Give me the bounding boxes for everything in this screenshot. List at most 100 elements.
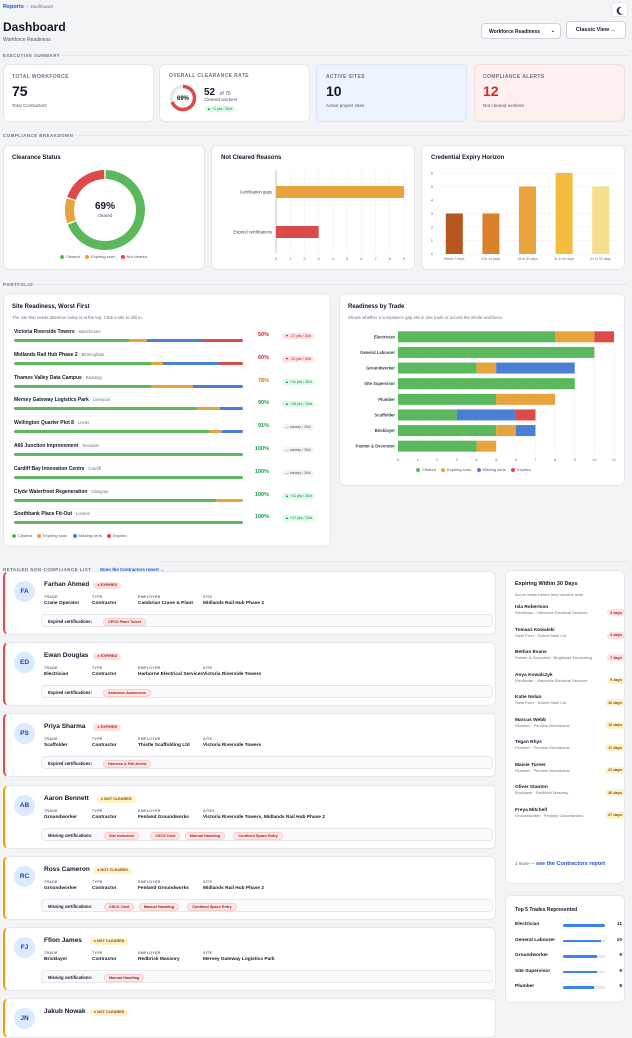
expiring-item[interactable]: Isla Robertson Electrician · Harborne Ele…: [515, 605, 625, 616]
classic-view-button[interactable]: Classic View →: [566, 21, 626, 39]
worker-card[interactable]: FJ Ffion James ● NOT CLEARED TRADE TYPE EMPLO…: [3, 927, 496, 991]
bar-segment-expiring-soon[interactable]: [476, 362, 497, 374]
site-row[interactable]: Midlands Rail Hub Phase 2 · Birmingham 60…: [4, 352, 330, 372]
donut-slice-not-cleared[interactable]: [67, 170, 105, 200]
site-row[interactable]: Southbank Place Fit-Out · London 100% ▲ +1…: [4, 511, 330, 531]
page-title: Dashboard: [3, 20, 66, 34]
cert-chip[interactable]: Manual Handling: [184, 831, 226, 840]
bar-segment-cleared[interactable]: [398, 362, 477, 374]
bar-within-7-days[interactable]: [445, 213, 463, 255]
expiring-item[interactable]: Tomasz Kowalski Steel Fixer · Solent Stee…: [515, 628, 625, 639]
worker-card[interactable]: PS Priya Sharma ● EXPIRED TRADE TYPE EMPLOYER…: [3, 713, 496, 777]
certifications-box: Expired certifications: Harness & Fall Ar…: [41, 756, 493, 769]
site-row[interactable]: Victoria Riverside Towers · Manchester 50…: [4, 329, 330, 349]
expiring-item[interactable]: Maisie Turner Plumber · Pennine Mechanica…: [515, 763, 625, 774]
worker-card[interactable]: FA Farhan Ahmed ● EXPIRED TRADE TYPE EMPLOYER…: [3, 571, 496, 635]
cert-chip[interactable]: Confined Space Entry: [187, 902, 237, 911]
expiring-item[interactable]: Katie Nolan Steel Fixer · Solent Steel Lt…: [515, 695, 625, 706]
site-row[interactable]: Clyde Waterfront Regeneration · Glasgow 1…: [4, 489, 330, 509]
bar-segment-expiring-soon[interactable]: [476, 440, 497, 452]
bar-segment-cleared[interactable]: [398, 331, 556, 343]
bar-segment-cleared[interactable]: [398, 393, 497, 405]
bar-segment-cleared[interactable]: [398, 440, 477, 452]
bar-segment-cleared[interactable]: [398, 409, 457, 421]
bar-segment-cleared[interactable]: [398, 425, 497, 437]
y-tick-label: Certification gaps: [240, 190, 272, 195]
cert-chip[interactable]: CSCS Card: [150, 831, 181, 840]
x-tick-label: 4: [475, 457, 478, 462]
kpi-compliance-alerts: COMPLIANCE ALERTS 12 Not cleared workers: [474, 64, 625, 122]
bar-31-to-60-days[interactable]: [555, 173, 573, 254]
bar-segment-expired[interactable]: [594, 331, 614, 343]
bar-segment-expiring-soon[interactable]: [555, 331, 595, 343]
site-row[interactable]: Cardiff Bay Innovation Centre · Cardiff 1…: [4, 466, 330, 486]
cert-chip[interactable]: Site Induction: [104, 831, 140, 840]
site-row[interactable]: Mersey Gateway Logistics Park · Liverpoo…: [4, 397, 330, 417]
bar-segment-cleared[interactable]: [398, 378, 575, 390]
trade-bar: [563, 939, 605, 942]
site-trend-badge: ▲ +11 pts / 30d: [282, 378, 315, 385]
see-contractors-report-link[interactable]: see the Contractors report: [536, 861, 606, 867]
site-name: Cardiff Bay Innovation Centre · Cardiff: [14, 466, 101, 472]
breadcrumb-reports-link[interactable]: Reports: [3, 4, 24, 10]
worker-card[interactable]: RC Ross Cameron ● NOT CLEARED TRADE TYPE EMPL…: [3, 856, 496, 920]
bar-61-to-90-days[interactable]: [592, 186, 610, 255]
trade-label: TRADE: [44, 666, 58, 670]
site-pct: 50%: [257, 332, 269, 338]
trade-legend: Cleared Expiring soon Missing certs Expi…: [412, 467, 531, 472]
site-row[interactable]: A66 Junction Improvement · Teesside 100% —…: [4, 443, 330, 463]
site-trend-badge: ▲ +11 pts / 30d: [282, 492, 315, 499]
trade-label: TRADE: [44, 880, 58, 884]
expiring-item[interactable]: Anya Kowalczyk Electrician · Harborne Ele…: [515, 673, 625, 684]
card-title: Not Cleared Reasons: [221, 155, 282, 161]
expiring-item[interactable]: Tegan Rhys Plumber · Pennine Mechanical 17…: [515, 740, 625, 751]
cert-chip[interactable]: CPCS Plant Ticket: [103, 617, 146, 626]
contractors-report-link[interactable]: Open the Contractors report →: [99, 567, 165, 572]
worker-card[interactable]: JN Jakub Nowak ● NOT CLEARED: [3, 998, 496, 1038]
site-row[interactable]: Thames Valley Data Campus · Reading 78% ▲ …: [4, 375, 330, 395]
expiring-detail: Steel Fixer · Solent Steel Ltd: [515, 700, 566, 705]
expiring-item[interactable]: Freya Mitchell Groundworker · Fenland Gro…: [515, 808, 625, 819]
cert-chip[interactable]: Harness & Fall Arrest: [103, 759, 152, 768]
worker-card[interactable]: AB Aaron Bennett ● NOT CLEARED TRADE TYPE EMP…: [3, 785, 496, 849]
bar-segment-missing-certs[interactable]: [515, 425, 536, 437]
avatar: FJ: [14, 937, 35, 958]
employer-value: Fenland Groundworks: [138, 815, 189, 820]
theme-toggle-button[interactable]: [611, 2, 628, 17]
y-tick-label: 2: [431, 225, 434, 230]
bar-segment: [14, 384, 152, 388]
expiring-more: 1 more — see the Contractors report: [515, 861, 620, 867]
bar-segment-missing-certs[interactable]: [496, 362, 575, 374]
cert-chip[interactable]: Confined Space Entry: [233, 831, 283, 840]
certifications-box: Expired certifications: CPCS Plant Ticket: [41, 614, 493, 627]
expiring-item[interactable]: Marcus Webb Plumber · Pennine Mechanical 1…: [515, 718, 625, 729]
site-name: Victoria Riverside Towers · Manchester: [14, 329, 101, 335]
bar-certification-gaps[interactable]: [276, 186, 404, 198]
bar-segment-cleared[interactable]: [398, 346, 595, 358]
site-location: · Leeds: [73, 420, 90, 426]
bar-segment-expiring-soon[interactable]: [496, 393, 556, 405]
bar-15-to-30-days[interactable]: [519, 186, 536, 255]
trade-value: Groundworker: [44, 886, 78, 891]
kpi-value: 75: [12, 83, 28, 99]
worker-card[interactable]: ED Ewan Douglas ● EXPIRED TRADE TYPE EMPLOYER…: [3, 642, 496, 706]
cert-chip[interactable]: Manual Handling: [138, 902, 180, 911]
days-badge: 17 days: [605, 744, 625, 751]
bar-8-to-14-days[interactable]: [482, 213, 500, 255]
dashboard-select[interactable]: Workforce Readiness ⌄: [481, 23, 561, 39]
donut-slice-expiring-soon[interactable]: [65, 198, 76, 224]
worker-name: Ewan Douglas: [44, 652, 89, 659]
site-row[interactable]: Wellington Quarter Plot 8 · Leeds 91% — st…: [4, 420, 330, 440]
bar-segment-expiring-soon[interactable]: [496, 425, 516, 437]
bar-segment-expired[interactable]: [515, 409, 536, 421]
site-location: · Liverpool: [88, 397, 111, 403]
expiring-item[interactable]: Bethan Evans Painter & Decorator · Bright…: [515, 650, 625, 661]
card-title: Credential Expiry Horizon: [431, 155, 505, 161]
cert-chip[interactable]: Manual Handling: [104, 973, 145, 982]
x-tick-label: 31 to 60 days: [554, 257, 575, 261]
bar-expired-certifications[interactable]: [276, 226, 319, 238]
bar-segment-missing-certs[interactable]: [456, 409, 516, 421]
cert-chip[interactable]: CSCS Card: [104, 902, 135, 911]
cert-chip[interactable]: Asbestos Awareness: [103, 688, 151, 697]
expiring-item[interactable]: Oliver Stanton Bricklayer · Redbrick Maso…: [515, 785, 625, 796]
